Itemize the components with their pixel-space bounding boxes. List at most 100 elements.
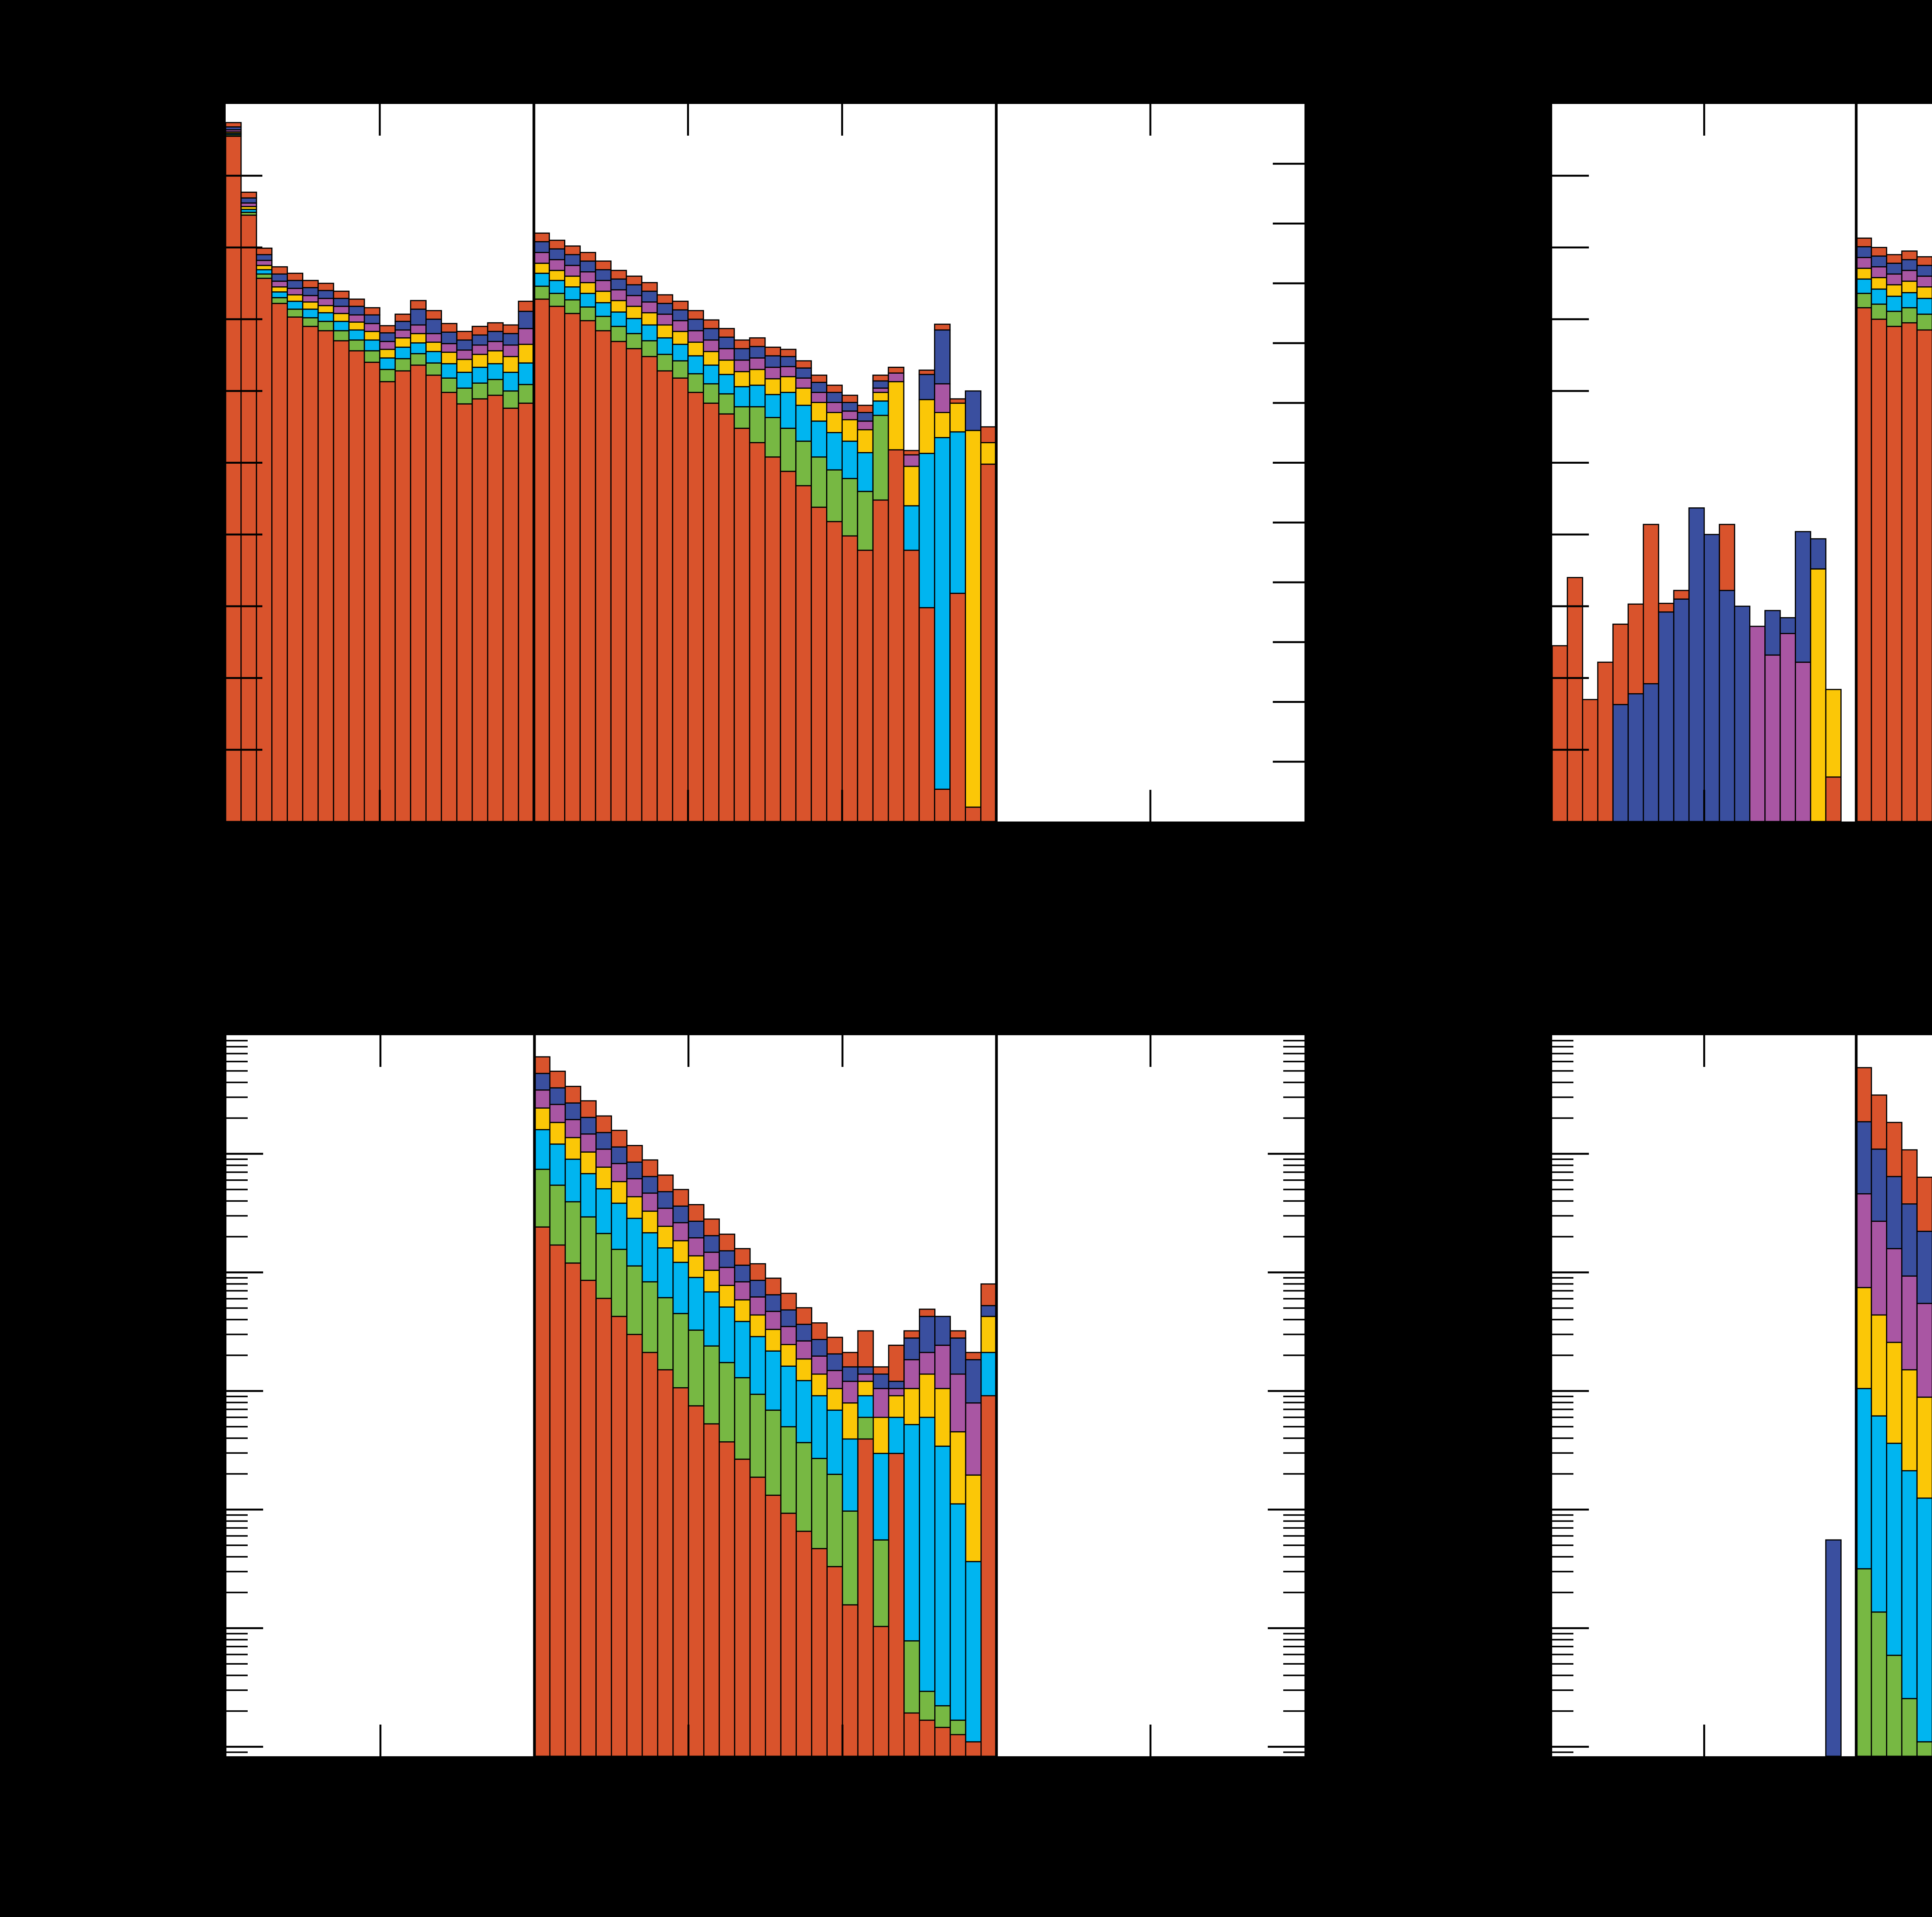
- x-tick-bottom: [841, 1725, 844, 1756]
- bar-segment-5.0V: [934, 383, 951, 413]
- bar-segment-4.5V: [626, 306, 643, 319]
- bar-segment-5.0V: [718, 1267, 735, 1286]
- y-minor-tick-left: [1552, 1402, 1573, 1403]
- bar-segment-5.5V: [656, 303, 673, 315]
- bar-segment-6.0V: [980, 426, 997, 444]
- bar-segment-5.5V: [1825, 1539, 1842, 1756]
- bar-segment-5.5V: [1779, 617, 1796, 634]
- bar-segment-3.5V: [672, 360, 689, 379]
- bar-segment-3.0V: [364, 362, 381, 822]
- y-major-tick-left: [226, 1390, 263, 1392]
- bar-segment-5.5V: [1658, 611, 1675, 822]
- bar-segment-5.5V: [379, 332, 396, 342]
- bar-segment-5.0V: [487, 341, 504, 352]
- bar-segment-5.5V: [764, 355, 781, 368]
- bar-segment-5.5V: [688, 1220, 705, 1238]
- bar-segment-3.0V: [595, 1298, 612, 1756]
- bar-segment-5.0V: [780, 1326, 797, 1345]
- y-minor-tick-left: [226, 1215, 248, 1217]
- bar-segment-3.5V: [733, 406, 750, 429]
- y-minor-tick-left: [226, 1592, 248, 1594]
- bar-segment-5.0V: [903, 1359, 920, 1389]
- bar-segment-3.0V: [795, 485, 812, 822]
- bar-segment-4.0V: [888, 1417, 905, 1454]
- bar-segment-4.0V: [980, 1352, 997, 1397]
- y-minor-tick-left: [1552, 1646, 1573, 1648]
- y-minor-tick-left: [226, 1408, 248, 1410]
- bar-segment-4.0V: [471, 367, 488, 384]
- y-minor-tick-right: [1283, 1556, 1304, 1558]
- bar-segment-5.5V: [487, 331, 504, 342]
- y-minor-tick-left: [1552, 1096, 1573, 1098]
- bar-segment-5.5V: [1901, 1203, 1918, 1277]
- bar-segment-5.0V: [549, 1104, 566, 1123]
- bar-segment-5.0V: [872, 1388, 889, 1418]
- bar-segment-5.5V: [1871, 1148, 1888, 1222]
- bar-segment-4.5V: [348, 321, 365, 331]
- y-minor-tick-left: [226, 1117, 248, 1119]
- bar-segment-3.0V: [811, 507, 828, 822]
- bar-segment-3.5V: [857, 491, 874, 551]
- bar-segment-3.0V: [764, 456, 781, 822]
- y-minor-tick-right: [1283, 1164, 1304, 1166]
- bar-segment-3.0V: [903, 549, 920, 822]
- bar-segment-3.0V: [410, 364, 427, 822]
- bar-segment-5.0V: [287, 287, 303, 296]
- bar-segment-5.0V: [1886, 1248, 1903, 1343]
- bar-segment-3.0V: [780, 471, 797, 822]
- bar-segment-3.0V: [980, 463, 997, 822]
- bar-segment-5.5V: [440, 332, 457, 344]
- y-minor-tick-right: [1283, 1653, 1304, 1655]
- bar-segment-3.0V: [564, 313, 581, 822]
- y-minor-tick-right: [1283, 1189, 1304, 1191]
- bar-segment-5.5V: [657, 1191, 674, 1209]
- bar-segment-6.0V: [1855, 1067, 1872, 1123]
- bar-segment-4.0V: [934, 1446, 951, 1706]
- bar-segment-3.5V: [688, 1329, 705, 1407]
- y-minor-tick-right: [1283, 1158, 1304, 1160]
- bar-segment-3.5V: [1886, 1655, 1903, 1756]
- bar-segment-4.5V: [1825, 689, 1842, 778]
- y-minor-tick-left: [226, 1040, 248, 1042]
- bar-segment-4.5V: [580, 1151, 597, 1174]
- bar-segment-3.0V: [965, 806, 981, 822]
- bar-segment-3.5V: [440, 377, 457, 393]
- bar-segment-4.5V: [317, 305, 334, 313]
- bar-segment-5.0V: [1855, 1193, 1872, 1288]
- y-minor-tick-left: [1552, 1164, 1573, 1166]
- y-minor-tick-left: [1552, 1674, 1573, 1676]
- bar-segment-4.0V: [672, 1262, 689, 1314]
- bar-segment-4.0V: [595, 1188, 612, 1234]
- bar-segment-3.0V: [934, 788, 951, 822]
- y-minor-tick-right: [1283, 1689, 1304, 1691]
- bar-segment-3.0V: [733, 427, 750, 822]
- bar-segment-6.0V: [656, 294, 673, 304]
- bar-segment-5.5V: [918, 374, 935, 400]
- bar-segment-5.0V: [718, 348, 735, 361]
- bar-segment-5.0V: [841, 410, 858, 420]
- bar-segment-3.5V: [672, 1313, 689, 1388]
- bar-segment-4.0V: [1855, 1388, 1872, 1570]
- bar-segment-5.0V: [302, 295, 319, 303]
- bar-segment-6.0V: [918, 369, 935, 375]
- bar-segment-5.0V: [826, 402, 843, 413]
- y-tick-right: [1273, 163, 1304, 165]
- bar-segment-4.0V: [641, 324, 658, 342]
- bar-segment-5.5V: [595, 269, 612, 281]
- bar-segment-3.0V: [888, 1453, 905, 1756]
- bar-segment-6.0V: [410, 300, 427, 310]
- bar-segment-5.5V: [348, 306, 365, 316]
- y-minor-tick-right: [1283, 1751, 1304, 1753]
- bar-segment-4.5V: [965, 430, 981, 808]
- bar-segment-6.0V: [1916, 1177, 1932, 1232]
- y-minor-tick-left: [1552, 1298, 1573, 1300]
- y-minor-tick-left: [226, 1200, 248, 1202]
- y-minor-tick-right: [1283, 1452, 1304, 1454]
- x-tick-top: [1855, 104, 1857, 136]
- bar-segment-5.5V: [271, 273, 288, 282]
- bar-segment-5.5V: [872, 380, 889, 389]
- bar-segment-4.0V: [687, 355, 704, 374]
- bar-segment-5.5V: [1764, 610, 1781, 656]
- bar-segment-3.5V: [718, 393, 735, 415]
- bar-segment-3.0V: [965, 1741, 982, 1756]
